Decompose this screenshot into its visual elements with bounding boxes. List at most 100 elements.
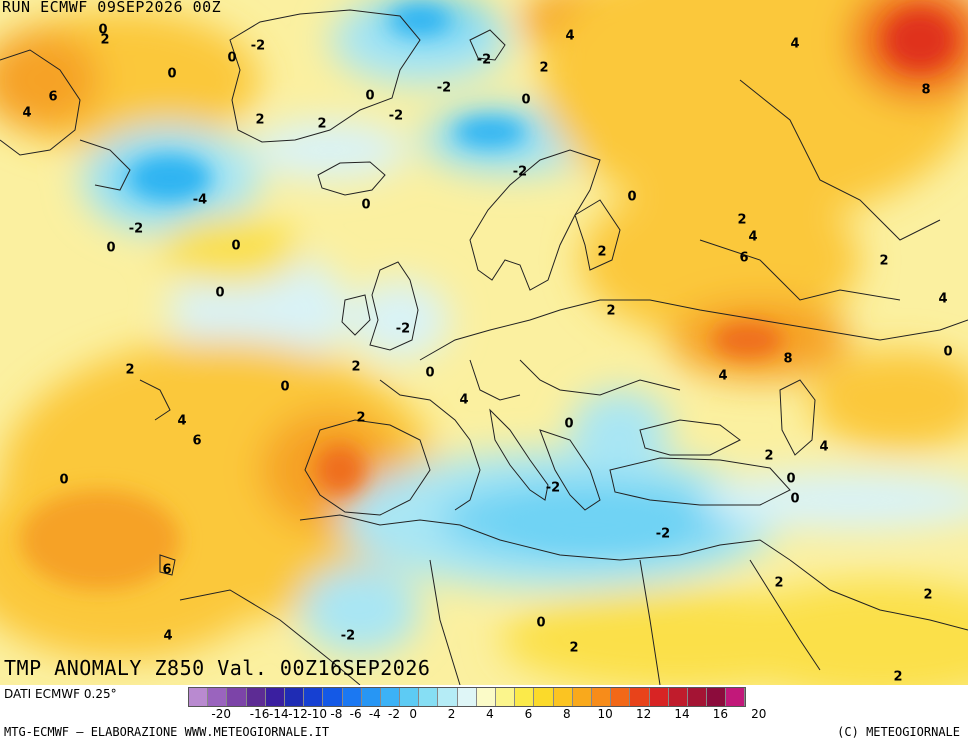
map-value-label: 4 <box>748 230 757 245</box>
anomaly-core-hot <box>315 445 365 495</box>
map-value-label: -2 <box>546 481 560 496</box>
color-swatch <box>323 688 343 706</box>
color-swatch <box>572 688 592 706</box>
color-scale-ticks: -20 -16 -14 -12 -10 -8 -6 -4 -2 0 2 4 6 8 10 12 14 16 20 <box>188 707 968 723</box>
map-value-label: 0 <box>536 616 545 631</box>
map-value-label: 2 <box>569 641 578 656</box>
color-swatch <box>342 688 362 706</box>
map-value-label: -2 <box>389 109 403 124</box>
color-scale-tick: -10 <box>307 707 327 721</box>
color-swatch <box>668 688 688 706</box>
map-value-label: 2 <box>879 254 888 269</box>
color-swatch <box>227 688 247 706</box>
map-value-label: 0 <box>280 380 289 395</box>
map-value-label: -2 <box>341 629 355 644</box>
anomaly-core-cold <box>130 156 210 200</box>
anomaly-core-cold <box>455 118 525 146</box>
color-swatch <box>707 688 727 706</box>
map-value-label: -4 <box>193 193 207 208</box>
legend-footer: DATI ECMWF 0.25° -20 -16 -14 -12 -10 -8 -6 -4 -2… <box>0 685 968 745</box>
map-value-label: 0 <box>361 198 370 213</box>
color-swatch <box>361 688 381 706</box>
map-value-label: 0 <box>521 93 530 108</box>
map-value-label: 2 <box>606 304 615 319</box>
color-swatch <box>284 688 305 706</box>
map-value-label: 0 <box>106 241 115 256</box>
map-value-label: 8 <box>783 352 792 367</box>
map-value-label: 0 <box>786 472 795 487</box>
color-swatch <box>553 688 573 706</box>
color-swatch <box>265 688 285 706</box>
map-value-label: 6 <box>48 90 57 105</box>
map-value-label: 0 <box>59 473 68 488</box>
color-scale-tick: -16 <box>249 707 270 721</box>
anomaly-region-cool2 <box>570 390 670 470</box>
credit-right: (C) METEOGIORNALE <box>837 725 960 739</box>
temperature-anomaly-field <box>0 0 968 685</box>
color-scale-tick: 16 <box>712 707 729 721</box>
color-swatch <box>380 688 401 706</box>
anomaly-region-cool1 <box>700 470 968 530</box>
color-swatch <box>400 688 420 706</box>
color-scale-tick: -12 <box>288 707 308 721</box>
map-title: TMP ANOMALY Z850 Val. 00Z16SEP2026 <box>4 656 431 680</box>
map-value-label: -2 <box>513 165 527 180</box>
map-value-label: 4 <box>819 440 828 455</box>
credit-left: MTG-ECMWF – ELABORAZIONE WWW.METEOGIORNA… <box>4 725 330 739</box>
map-value-label: 0 <box>231 239 240 254</box>
color-swatch <box>419 688 439 706</box>
color-swatch <box>630 688 650 706</box>
map-value-label: -2 <box>477 53 491 68</box>
map-value-label: -2 <box>396 322 410 337</box>
color-scale-tick: -14 <box>268 707 289 721</box>
map-value-label: 4 <box>718 369 727 384</box>
map-value-label: 4 <box>790 37 799 52</box>
map-value-label: 4 <box>938 292 947 307</box>
run-label: RUN ECMWF 09SEP2026 00Z <box>2 0 222 16</box>
color-scale-tick: 12 <box>635 707 652 721</box>
map-value-label: 2 <box>774 576 783 591</box>
anomaly-region-cool1 <box>250 120 410 180</box>
color-scale-tick: 4 <box>486 707 494 721</box>
anomaly-core-hotter <box>885 10 955 70</box>
color-scale-tick: 14 <box>674 707 690 721</box>
map-value-label: -2 <box>656 527 670 542</box>
map-value-label: 0 <box>943 345 952 360</box>
map-value-label: 2 <box>737 213 746 228</box>
map-value-label: 6 <box>192 434 201 449</box>
color-swatch <box>189 688 209 706</box>
color-swatch <box>611 688 631 706</box>
map-value-label: -2 <box>437 81 451 96</box>
map-value-label: 0 <box>627 190 636 205</box>
anomaly-core-hot <box>713 322 783 358</box>
map-value-label: 2 <box>255 113 264 128</box>
map-value-label: 2 <box>125 363 134 378</box>
color-scale-tick: -2 <box>388 707 400 721</box>
color-swatch <box>649 688 669 706</box>
anomaly-core-cool3 <box>500 505 680 545</box>
color-swatch <box>208 688 228 706</box>
map-value-label: 2 <box>923 588 932 603</box>
map-value-label: 0 <box>215 286 224 301</box>
map-value-label: 2 <box>597 245 606 260</box>
anomaly-region-cool1 <box>350 280 450 360</box>
color-swatch <box>476 688 496 706</box>
color-swatch <box>496 688 516 706</box>
map-value-label: 0 <box>425 366 434 381</box>
map-value-label: 2 <box>100 33 109 48</box>
anomaly-region-warm1 <box>160 215 300 285</box>
map-value-label: 2 <box>539 61 548 76</box>
map-value-label: 4 <box>163 629 172 644</box>
anomaly-region-warm2 <box>810 350 968 450</box>
color-swatch <box>591 688 612 706</box>
color-scale-tick: 0 <box>409 707 418 721</box>
map-value-label: 0 <box>365 89 374 104</box>
map-value-label: 4 <box>22 106 31 121</box>
map-value-label: 4 <box>565 29 574 44</box>
data-source-label: DATI ECMWF 0.25° <box>4 687 117 701</box>
color-scale-tick: -20 <box>211 707 231 721</box>
color-swatch <box>515 688 535 706</box>
anomaly-region-cool2 <box>300 565 420 655</box>
